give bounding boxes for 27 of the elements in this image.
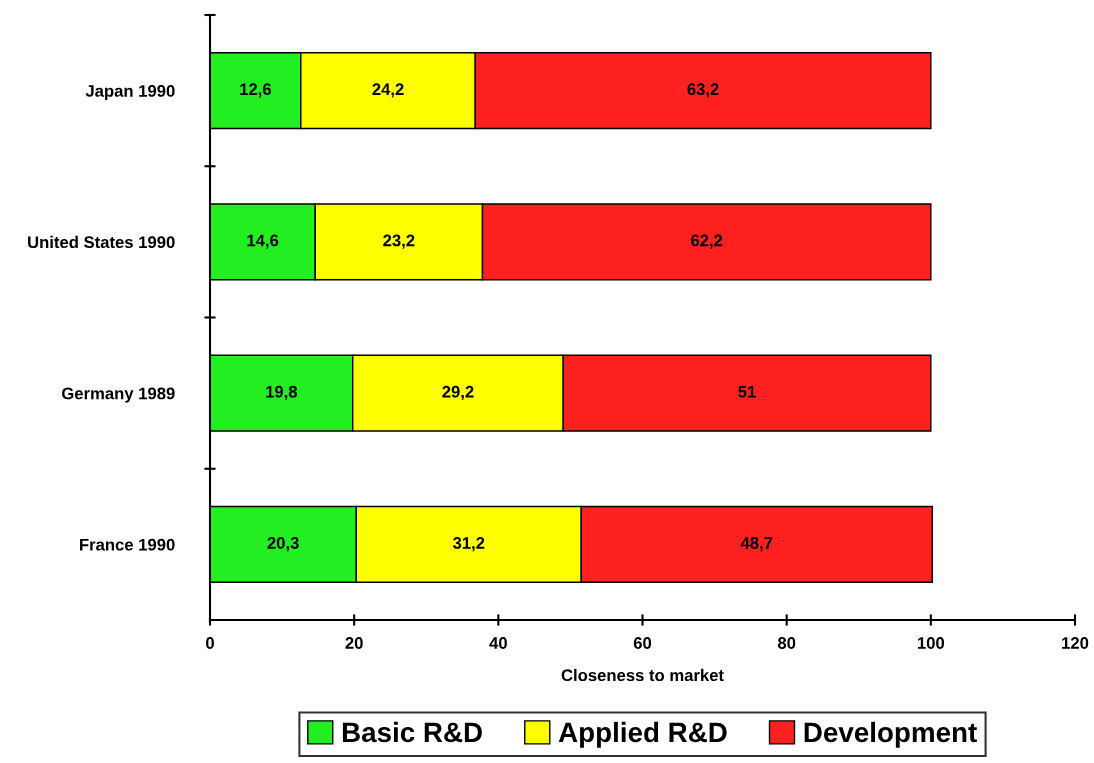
y-tick-label: Japan 1990 (85, 85, 175, 101)
x-tick-label: 40 (489, 637, 507, 649)
data-label: 48,7 (740, 537, 773, 552)
data-label: 24,2 (372, 83, 404, 98)
x-axis-title: Closeness to market (561, 668, 724, 682)
x-tick-label: 80 (777, 637, 796, 649)
data-label: 23,2 (383, 234, 415, 249)
x-tick-label: 100 (917, 637, 945, 649)
data-label: 31,2 (452, 537, 485, 552)
legend-label: Basic R&D (342, 721, 482, 743)
data-label: 62,2 (691, 234, 723, 249)
x-tick-label: 0 (206, 637, 214, 649)
data-label: 20,3 (267, 537, 299, 552)
x-tick-label: 20 (345, 637, 363, 649)
data-label: 14,6 (247, 234, 279, 249)
data-label: 12,6 (240, 83, 272, 98)
data-label: 51 (738, 385, 756, 398)
y-tick-label: United States 1990 (28, 235, 175, 249)
data-label: 63,2 (687, 83, 719, 98)
y-tick-label: Germany 1989 (62, 387, 175, 403)
legend-label: Applied R&D (558, 721, 727, 748)
x-tick-label: 120 (1062, 637, 1089, 649)
x-tick-label: 60 (633, 637, 652, 649)
legend-label: Development (804, 721, 977, 748)
data-label: 29,2 (442, 385, 474, 401)
y-tick-label: France 1990 (80, 538, 175, 551)
data-label: 19,8 (266, 385, 298, 401)
